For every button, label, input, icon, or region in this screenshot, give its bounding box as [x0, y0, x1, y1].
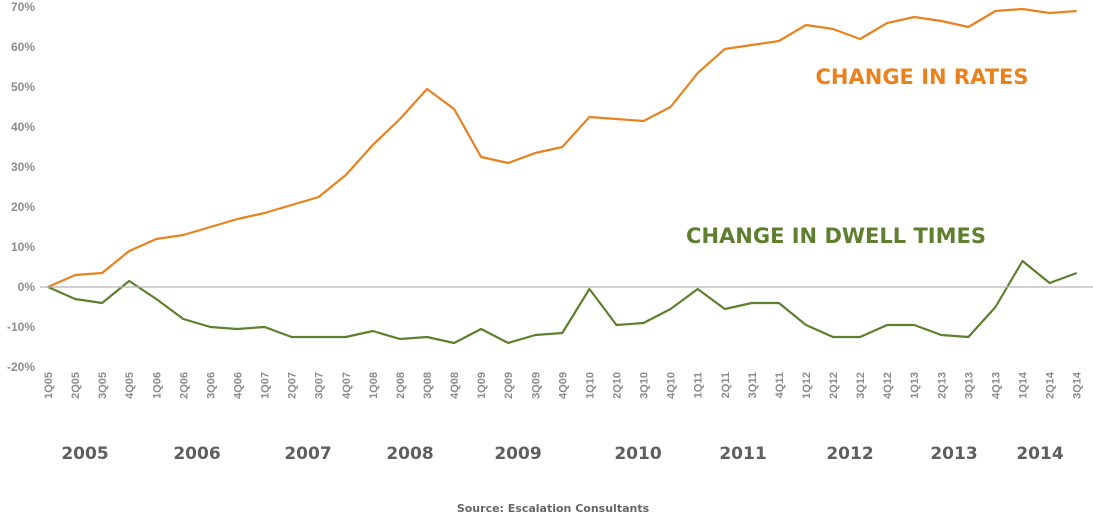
x-tick-label: 4Q07 [341, 372, 353, 399]
year-label: 2006 [173, 444, 220, 464]
year-labels: 2005 2006 2007 2008 2009 2010 2011 2012 2013 2014 [61, 444, 1063, 464]
x-tick-label: 4Q09 [557, 372, 569, 399]
x-tick-label: 3Q13 [963, 372, 975, 399]
x-tick-label: 4Q11 [774, 372, 786, 398]
y-axis: 70% 60% 50% 40% 30% 20% 10% 0% -10% -20% [7, 0, 35, 374]
x-tick-label: 2Q07 [287, 372, 299, 399]
year-label: 2008 [386, 444, 433, 464]
series-line-rates [47, 7, 1077, 289]
x-tick-label: 4Q12 [882, 372, 894, 399]
series-label-dwell: CHANGE IN DWELL TIMES [686, 224, 986, 248]
x-tick-label: 1Q10 [584, 372, 596, 399]
x-tick-label: 4Q13 [990, 372, 1002, 399]
series-label-rates: CHANGE IN RATES [816, 65, 1029, 89]
x-tick-label: 3Q12 [855, 372, 867, 399]
year-label: 2013 [930, 444, 977, 464]
x-tick-label: 1Q11 [693, 372, 705, 398]
x-tick-label: 4Q05 [124, 372, 136, 399]
x-tick-label: 2Q12 [828, 372, 840, 399]
year-label: 2012 [826, 444, 873, 464]
x-tick-label: 1Q05 [43, 372, 55, 399]
year-label: 2009 [494, 444, 541, 464]
x-tick-label: 1Q14 [1018, 371, 1030, 399]
x-tick-label: 3Q06 [205, 372, 217, 399]
x-axis: 1Q05 2Q05 3Q05 4Q05 1Q06 2Q06 3Q06 4Q06 1Q07 2Q07… [43, 371, 1084, 399]
x-tick-label: 2Q06 [178, 372, 190, 399]
y-tick-label: -20% [7, 360, 35, 374]
x-tick-label: 3Q07 [314, 372, 326, 399]
x-tick-label: 2Q14 [1045, 371, 1057, 399]
year-label: 2014 [1016, 444, 1063, 464]
y-tick-label: 40% [11, 120, 35, 134]
year-label: 2011 [719, 444, 766, 464]
x-tick-label: 1Q06 [151, 372, 163, 399]
x-tick-label: 4Q10 [666, 372, 678, 399]
x-tick-label: 3Q11 [747, 372, 759, 398]
year-label: 2007 [284, 444, 331, 464]
x-tick-label: 2Q13 [936, 372, 948, 399]
y-tick-label: 50% [11, 80, 35, 94]
x-tick-label: 4Q08 [449, 372, 461, 399]
year-label: 2010 [614, 444, 661, 464]
y-tick-label: 20% [11, 200, 35, 214]
x-tick-label: 2Q09 [503, 372, 515, 399]
y-tick-label: 70% [11, 0, 35, 14]
y-tick-label: 10% [11, 240, 35, 254]
x-tick-label: 2Q10 [611, 372, 623, 399]
x-tick-label: 2Q08 [395, 372, 407, 399]
year-label: 2005 [61, 444, 108, 464]
y-tick-label: 60% [11, 40, 35, 54]
y-tick-label: 30% [11, 160, 35, 174]
x-tick-label: 2Q11 [720, 372, 732, 398]
x-tick-label: 3Q14 [1072, 371, 1084, 399]
x-tick-label: 1Q12 [801, 372, 813, 399]
x-tick-label: 2Q05 [70, 372, 82, 399]
x-tick-label: 3Q09 [530, 372, 542, 399]
x-tick-label: 3Q10 [639, 372, 651, 399]
x-tick-label: 1Q07 [260, 372, 272, 399]
x-tick-label: 3Q05 [97, 372, 109, 399]
x-tick-label: 1Q08 [368, 372, 380, 399]
series-lines [47, 7, 1078, 345]
x-tick-label: 1Q09 [476, 372, 488, 399]
y-tick-label: 0% [18, 280, 36, 294]
x-tick-label: 4Q06 [232, 372, 244, 399]
x-tick-label: 1Q13 [909, 372, 921, 399]
source-note: Source: Escalation Consultants [457, 502, 650, 514]
x-tick-label: 3Q08 [422, 372, 434, 399]
y-tick-label: -10% [7, 320, 35, 334]
series-line-dwell [47, 259, 1078, 345]
